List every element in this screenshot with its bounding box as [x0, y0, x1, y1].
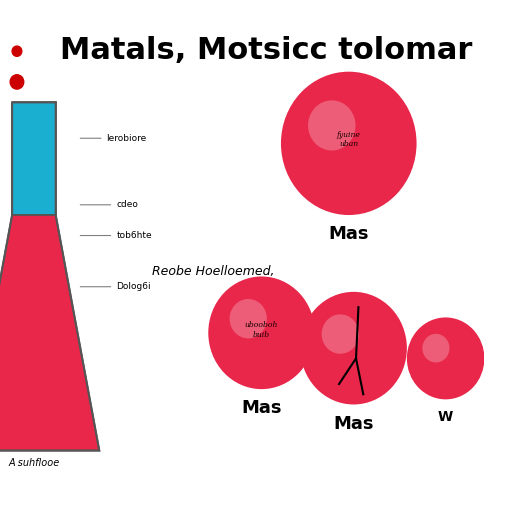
- Text: ubooboh
buib: ubooboh buib: [245, 322, 278, 338]
- Circle shape: [208, 276, 315, 389]
- Text: Dolog6i: Dolog6i: [80, 282, 151, 291]
- Circle shape: [407, 317, 484, 399]
- Text: Ierobiore: Ierobiore: [80, 134, 147, 143]
- Text: Mas: Mas: [329, 225, 369, 243]
- Text: cdeo: cdeo: [80, 200, 138, 209]
- Circle shape: [308, 100, 355, 151]
- FancyBboxPatch shape: [12, 102, 56, 215]
- Text: Matals, Motsicc tolomar: Matals, Motsicc tolomar: [60, 36, 473, 65]
- Text: A suhflooe: A suhflooe: [8, 458, 59, 468]
- Circle shape: [322, 314, 359, 354]
- Circle shape: [281, 72, 417, 215]
- Text: tob6hte: tob6hte: [80, 231, 152, 240]
- Text: W: W: [438, 410, 453, 423]
- Circle shape: [12, 46, 22, 56]
- Circle shape: [301, 292, 407, 404]
- Text: fyuine
uban: fyuine uban: [337, 131, 360, 148]
- Circle shape: [229, 299, 267, 338]
- Circle shape: [10, 75, 24, 89]
- Circle shape: [422, 334, 450, 362]
- Text: Reobe Hoelloemed,: Reobe Hoelloemed,: [152, 265, 274, 278]
- Polygon shape: [0, 215, 99, 451]
- Text: Mas: Mas: [333, 415, 374, 433]
- Text: Mas: Mas: [241, 399, 282, 417]
